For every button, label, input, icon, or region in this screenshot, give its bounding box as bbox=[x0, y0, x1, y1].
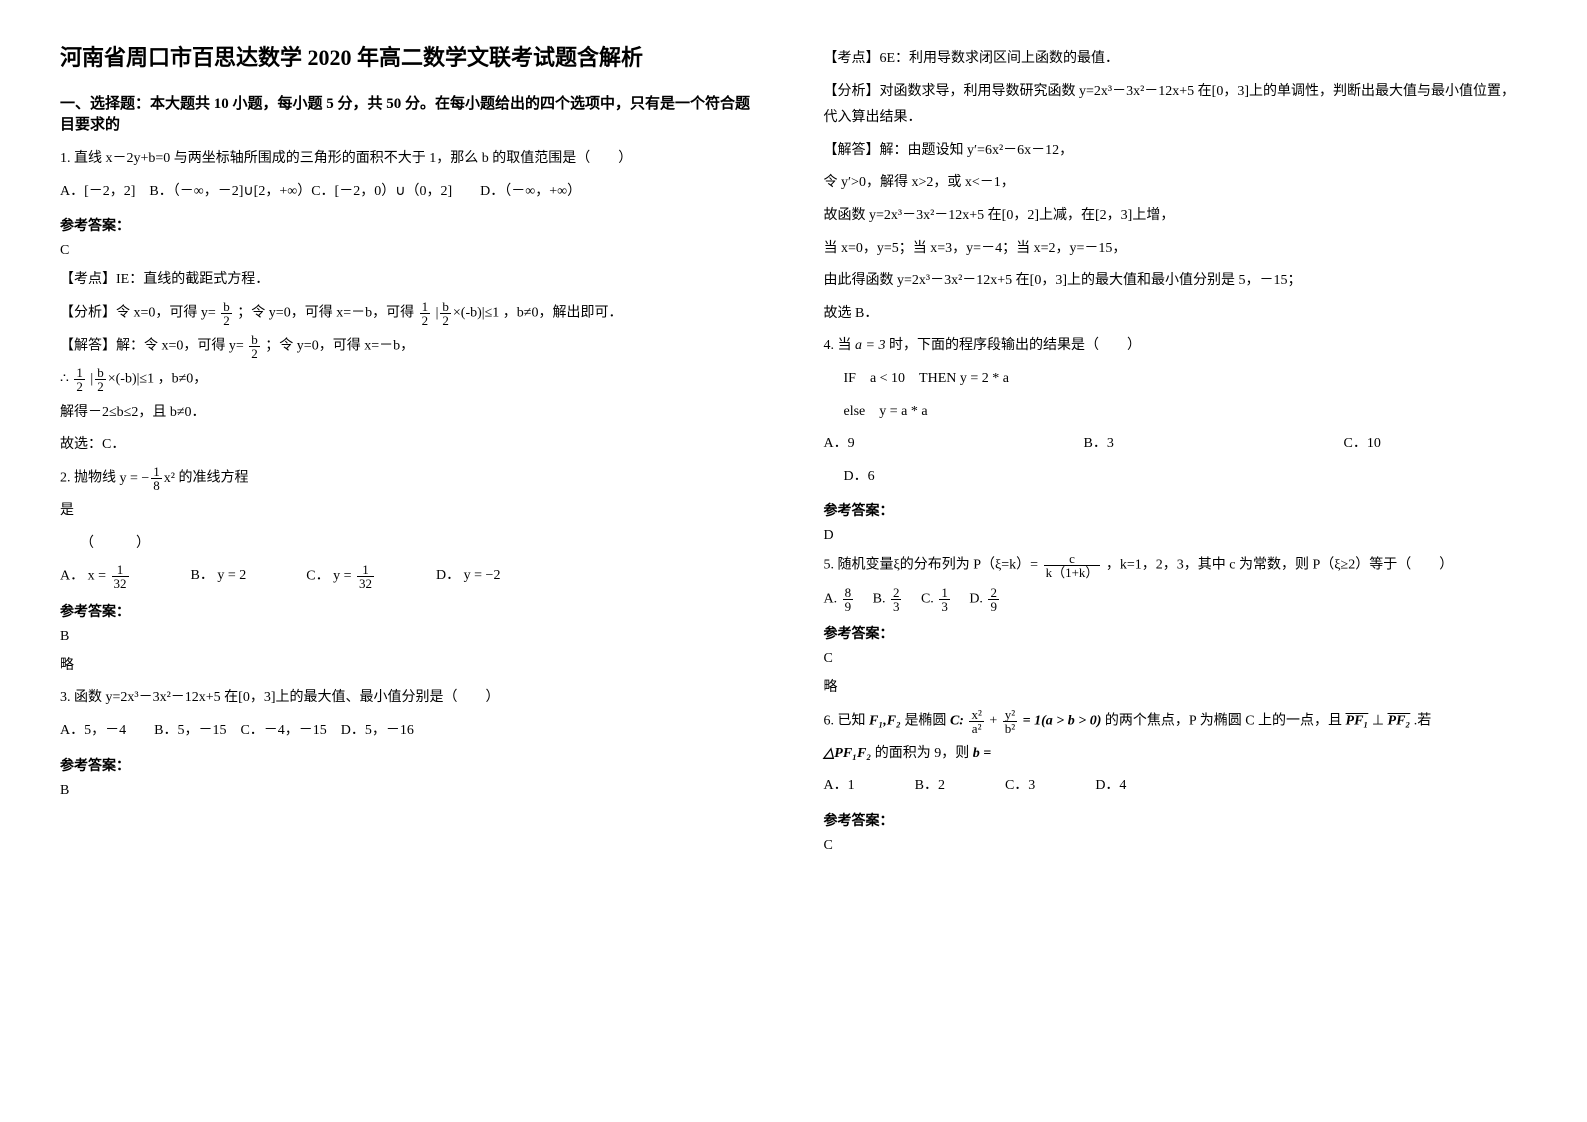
q6-c-label: C: bbox=[950, 713, 964, 728]
q1-kp: 【考点】IE：直线的截距式方程． bbox=[60, 267, 764, 294]
q5-opts: A. 89 B. 23 C. 13 D. 29 bbox=[824, 586, 1528, 613]
q6-pre: 6. 已知 bbox=[824, 713, 866, 728]
q3-stem: 3. 函数 y=2x³－3x²－12x+5 在[0，3]上的最大值、最小值分别是… bbox=[60, 685, 764, 712]
q6-area: 的面积为 9，则 bbox=[875, 746, 970, 761]
q2-brief: 略 bbox=[60, 653, 764, 680]
q6-b-eq: b = bbox=[973, 746, 991, 761]
q4-a-val: a = 3 bbox=[855, 338, 885, 353]
q6-cond: = 1(a > b > 0) bbox=[1023, 713, 1102, 728]
q5-brief: 略 bbox=[824, 675, 1528, 702]
q1-solve-1: 【解答】解：令 x=0，可得 y= b2 ；令 y=0，可得 x=－b， bbox=[60, 333, 764, 360]
q5-ans: C bbox=[824, 651, 1528, 667]
frac-half-1: 12 bbox=[420, 300, 431, 327]
frac-b-2: b2 bbox=[221, 300, 232, 327]
q2-ans: B bbox=[60, 629, 764, 645]
q2-options: A． x = 132 B． y = 2 C． y = 132 D． y = −2 bbox=[60, 563, 764, 590]
q6-pf2: PF₂ bbox=[1388, 713, 1411, 728]
q5-stem-post: ，k=1，2，3，其中 c 为常数，则 P（ξ≥2）等于（ ） bbox=[1106, 558, 1453, 573]
q2-formula: y = −18x² bbox=[120, 471, 176, 486]
q6-opt-d: D．4 bbox=[1095, 773, 1126, 800]
q3-ans-label: 参考答案： bbox=[60, 755, 764, 775]
q1-ans: C bbox=[60, 243, 764, 259]
q6-mid1: 是椭圆 bbox=[904, 713, 946, 728]
q6-pf1: PF₁ bbox=[1346, 713, 1369, 728]
q5-stem: 5. 随机变量ξ的分布列为 P（ξ=k）= ck（1+k） ，k=1，2，3，其… bbox=[824, 552, 1528, 579]
q6-tail: .若 bbox=[1414, 713, 1432, 728]
q6-perp: ⊥ bbox=[1372, 713, 1384, 728]
q4-prog2: else y = a * a bbox=[844, 399, 1528, 426]
q6-f1f2: F₁,F₂ bbox=[869, 713, 901, 728]
q6-opts: A．1 B．2 C．3 D．4 bbox=[824, 773, 1528, 800]
q2-opt-b: B． y = 2 bbox=[191, 563, 247, 590]
q1-res: 解得－2≤b≤2，且 b≠0． bbox=[60, 400, 764, 427]
q4-stem-pre: 4. 当 bbox=[824, 338, 852, 353]
q2-opt-d: D． y = −2 bbox=[436, 563, 500, 590]
q1-ans-label: 参考答案： bbox=[60, 215, 764, 235]
q3-jd6: 故选 B． bbox=[824, 301, 1528, 328]
q3-jd1: 【解答】解：由题设知 y′=6x²－6x－12， bbox=[824, 138, 1528, 165]
frac-b-2-c: b2 bbox=[249, 333, 260, 360]
q6-tri: △PF₁F₂ bbox=[824, 746, 872, 761]
q3-jd4: 当 x=0，y=5；当 x=3，y=－4；当 x=2，y=－15， bbox=[824, 236, 1528, 263]
q6-opt-a: A．1 bbox=[824, 773, 855, 800]
q2-line3: （ ） bbox=[80, 531, 764, 558]
q4-stem: 4. 当 a = 3 时，下面的程序段输出的结果是（ ） bbox=[824, 333, 1528, 360]
q3-jd2: 令 y′>0，解得 x>2，或 x<－1， bbox=[824, 170, 1528, 197]
q3-kp: 【考点】6E：利用导数求闭区间上函数的最值． bbox=[824, 46, 1528, 73]
frac-b-2-b: b2 bbox=[440, 300, 451, 327]
right-column: 【考点】6E：利用导数求闭区间上函数的最值． 【分析】对函数求导，利用导数研究函… bbox=[824, 40, 1528, 862]
left-column: 河南省周口市百思达数学 2020 年高二数学文联考试题含解析 一、选择题：本大题… bbox=[60, 40, 764, 862]
q1-so: 故选：C． bbox=[60, 432, 764, 459]
page-title: 河南省周口市百思达数学 2020 年高二数学文联考试题含解析 bbox=[60, 40, 764, 72]
q4-stem-post: 时，下面的程序段输出的结果是（ ） bbox=[889, 338, 1141, 353]
q3-opts: A．5，－4 B．5，－15 C．－4，－15 D．5，－16 bbox=[60, 718, 764, 745]
q2-stem-post: 的准线方程 bbox=[179, 471, 249, 486]
q2-stem-pre: 2. 抛物线 bbox=[60, 471, 116, 486]
q1-analysis: 【分析】令 x=0，可得 y= b2 ；令 y=0，可得 x=－b，可得 12 … bbox=[60, 300, 764, 327]
q3-jd5: 由此得函数 y=2x³－3x²－12x+5 在[0，3]上的最大值和最小值分别是… bbox=[824, 268, 1528, 295]
q4-opts-row1: A．9 B．3 C．10 bbox=[824, 431, 1528, 458]
frac-half-2: 12 bbox=[74, 366, 85, 393]
q6-ans: C bbox=[824, 838, 1528, 854]
q3-fx: 【分析】对函数求导，利用导数研究函数 y=2x³－3x²－12x+5 在[0，3… bbox=[824, 79, 1528, 132]
page: 河南省周口市百思达数学 2020 年高二数学文联考试题含解析 一、选择题：本大题… bbox=[60, 40, 1527, 862]
q1-stem: 1. 直线 x－2y+b=0 与两坐标轴所围成的三角形的面积不大于 1，那么 b… bbox=[60, 146, 764, 173]
q6-stem: 6. 已知 F₁,F₂ 是椭圆 C: x²a² + y²b² = 1(a > b… bbox=[824, 708, 1528, 735]
q2-stem: 2. 抛物线 y = −18x² 的准线方程 bbox=[60, 465, 764, 492]
q3-jd3: 故函数 y=2x³－3x²－12x+5 在[0，2]上减，在[2，3]上增， bbox=[824, 203, 1528, 230]
q5-ans-label: 参考答案： bbox=[824, 623, 1528, 643]
q6-opt-b: B．2 bbox=[915, 773, 945, 800]
q4-opt-a: A．9 bbox=[824, 431, 1024, 458]
q4-opt-b: B．3 bbox=[1084, 431, 1284, 458]
q6-opt-c: C．3 bbox=[1005, 773, 1035, 800]
q1-jd-pre: 【解答】解：令 x=0，可得 y= bbox=[60, 339, 244, 354]
q4-ans: D bbox=[824, 528, 1528, 544]
q2-opt-a: A． x = 132 bbox=[60, 563, 131, 590]
q4-ans-label: 参考答案： bbox=[824, 500, 1528, 520]
q6-ans-label: 参考答案： bbox=[824, 810, 1528, 830]
q1-options: A．[－2，2] B．（－∞，－2]∪[2，+∞）C．[－2，0）∪（0，2] … bbox=[60, 179, 764, 206]
q2-line2: 是 bbox=[60, 498, 764, 525]
frac-b-2-d: b2 bbox=[95, 366, 106, 393]
q5-frac: ck（1+k） bbox=[1044, 552, 1101, 579]
q2-ans-label: 参考答案： bbox=[60, 601, 764, 621]
q6-mid2: 的两个焦点，P 为椭圆 C 上的一点，且 bbox=[1105, 713, 1342, 728]
q4-prog1: IF a < 10 THEN y = 2 * a bbox=[844, 366, 1528, 393]
q1-solve-2: ∴ 12 |b2×(-b)|≤1 ，b≠0， bbox=[60, 366, 764, 393]
q3-ans: B bbox=[60, 783, 764, 799]
q1-cond2: ，b≠0， bbox=[158, 372, 208, 387]
q6-tri-line: △PF₁F₂ 的面积为 9，则 b = bbox=[824, 741, 1528, 768]
section-1-head: 一、选择题：本大题共 10 小题，每小题 5 分，共 50 分。在每小题给出的四… bbox=[60, 92, 764, 134]
q1-jd-mid: ；令 y=0，可得 x=－b， bbox=[265, 339, 414, 354]
q1-fx-tail: ，b≠0，解出即可． bbox=[503, 306, 623, 321]
q1-fx-mid: ；令 y=0，可得 x=－b，可得 bbox=[237, 306, 414, 321]
q1-fx-pre: 【分析】令 x=0，可得 y= bbox=[60, 306, 216, 321]
q2-opt-c: C． y = 132 bbox=[306, 563, 376, 590]
q4-opt-d: D．6 bbox=[844, 464, 1528, 491]
q5-stem-pre: 5. 随机变量ξ的分布列为 P（ξ=k）= bbox=[824, 558, 1039, 573]
q4-opt-c: C．10 bbox=[1344, 431, 1381, 458]
